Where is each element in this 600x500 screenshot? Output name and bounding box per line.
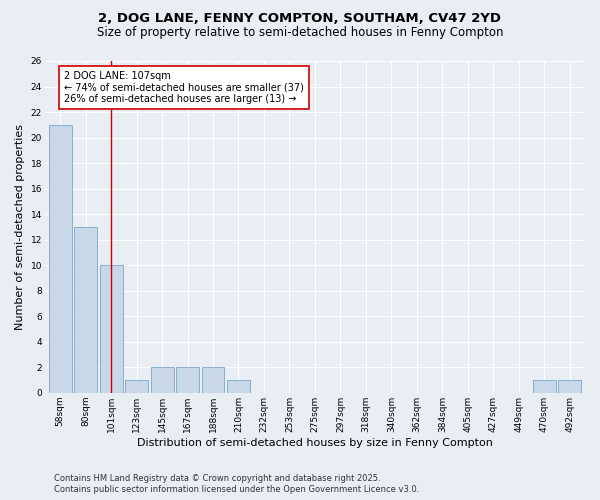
Bar xyxy=(151,368,173,393)
Y-axis label: Number of semi-detached properties: Number of semi-detached properties xyxy=(15,124,25,330)
Bar xyxy=(202,368,224,393)
Text: Contains HM Land Registry data © Crown copyright and database right 2025.
Contai: Contains HM Land Registry data © Crown c… xyxy=(54,474,419,494)
Bar xyxy=(74,227,97,393)
Bar xyxy=(125,380,148,393)
Bar xyxy=(100,265,122,393)
Bar xyxy=(49,125,71,393)
Bar xyxy=(558,380,581,393)
Text: 2 DOG LANE: 107sqm
← 74% of semi-detached houses are smaller (37)
26% of semi-de: 2 DOG LANE: 107sqm ← 74% of semi-detache… xyxy=(64,71,304,104)
Text: Size of property relative to semi-detached houses in Fenny Compton: Size of property relative to semi-detach… xyxy=(97,26,503,39)
Text: 2, DOG LANE, FENNY COMPTON, SOUTHAM, CV47 2YD: 2, DOG LANE, FENNY COMPTON, SOUTHAM, CV4… xyxy=(98,12,502,26)
X-axis label: Distribution of semi-detached houses by size in Fenny Compton: Distribution of semi-detached houses by … xyxy=(137,438,493,448)
Bar xyxy=(533,380,556,393)
Bar xyxy=(227,380,250,393)
Bar xyxy=(176,368,199,393)
